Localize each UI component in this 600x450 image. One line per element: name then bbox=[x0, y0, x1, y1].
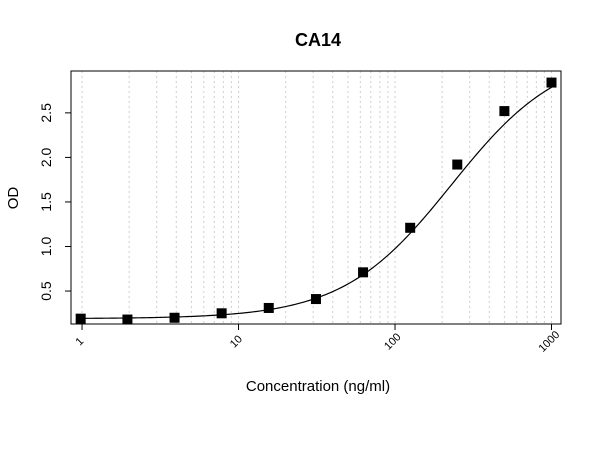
data-point bbox=[75, 313, 86, 324]
data-point bbox=[122, 314, 133, 325]
y-tick-label: 2.0 bbox=[38, 147, 54, 167]
grid-lines bbox=[81, 71, 553, 324]
y-tick-label: 0.5 bbox=[38, 281, 54, 301]
y-axis: 0.5 1.0 1.5 2.0 2.5 bbox=[38, 103, 71, 301]
x-axis: 1 10 100 1000 bbox=[74, 324, 562, 355]
data-point bbox=[358, 267, 369, 278]
x-tick-label: 10 bbox=[228, 333, 245, 350]
x-tick-label: 100 bbox=[382, 331, 403, 352]
data-points bbox=[75, 77, 557, 325]
plot-frame bbox=[70, 70, 562, 325]
data-point bbox=[216, 308, 227, 319]
x-tick-label: 1000 bbox=[536, 329, 562, 355]
y-tick-label: 1.5 bbox=[38, 192, 54, 212]
y-tick-label: 2.5 bbox=[38, 103, 54, 123]
data-point bbox=[546, 77, 557, 88]
data-point bbox=[169, 312, 180, 323]
data-point bbox=[405, 222, 416, 233]
x-tick-label: 1 bbox=[74, 335, 87, 348]
data-point bbox=[499, 106, 510, 117]
y-axis-label: OD bbox=[5, 187, 22, 210]
x-axis-label: Concentration (ng/ml) bbox=[246, 378, 390, 395]
data-point bbox=[310, 294, 321, 305]
data-point bbox=[452, 159, 463, 170]
data-point bbox=[263, 302, 274, 313]
y-tick-label: 1.0 bbox=[38, 237, 54, 257]
chart-title: CA14 bbox=[295, 30, 341, 50]
fit-curve bbox=[80, 86, 552, 319]
